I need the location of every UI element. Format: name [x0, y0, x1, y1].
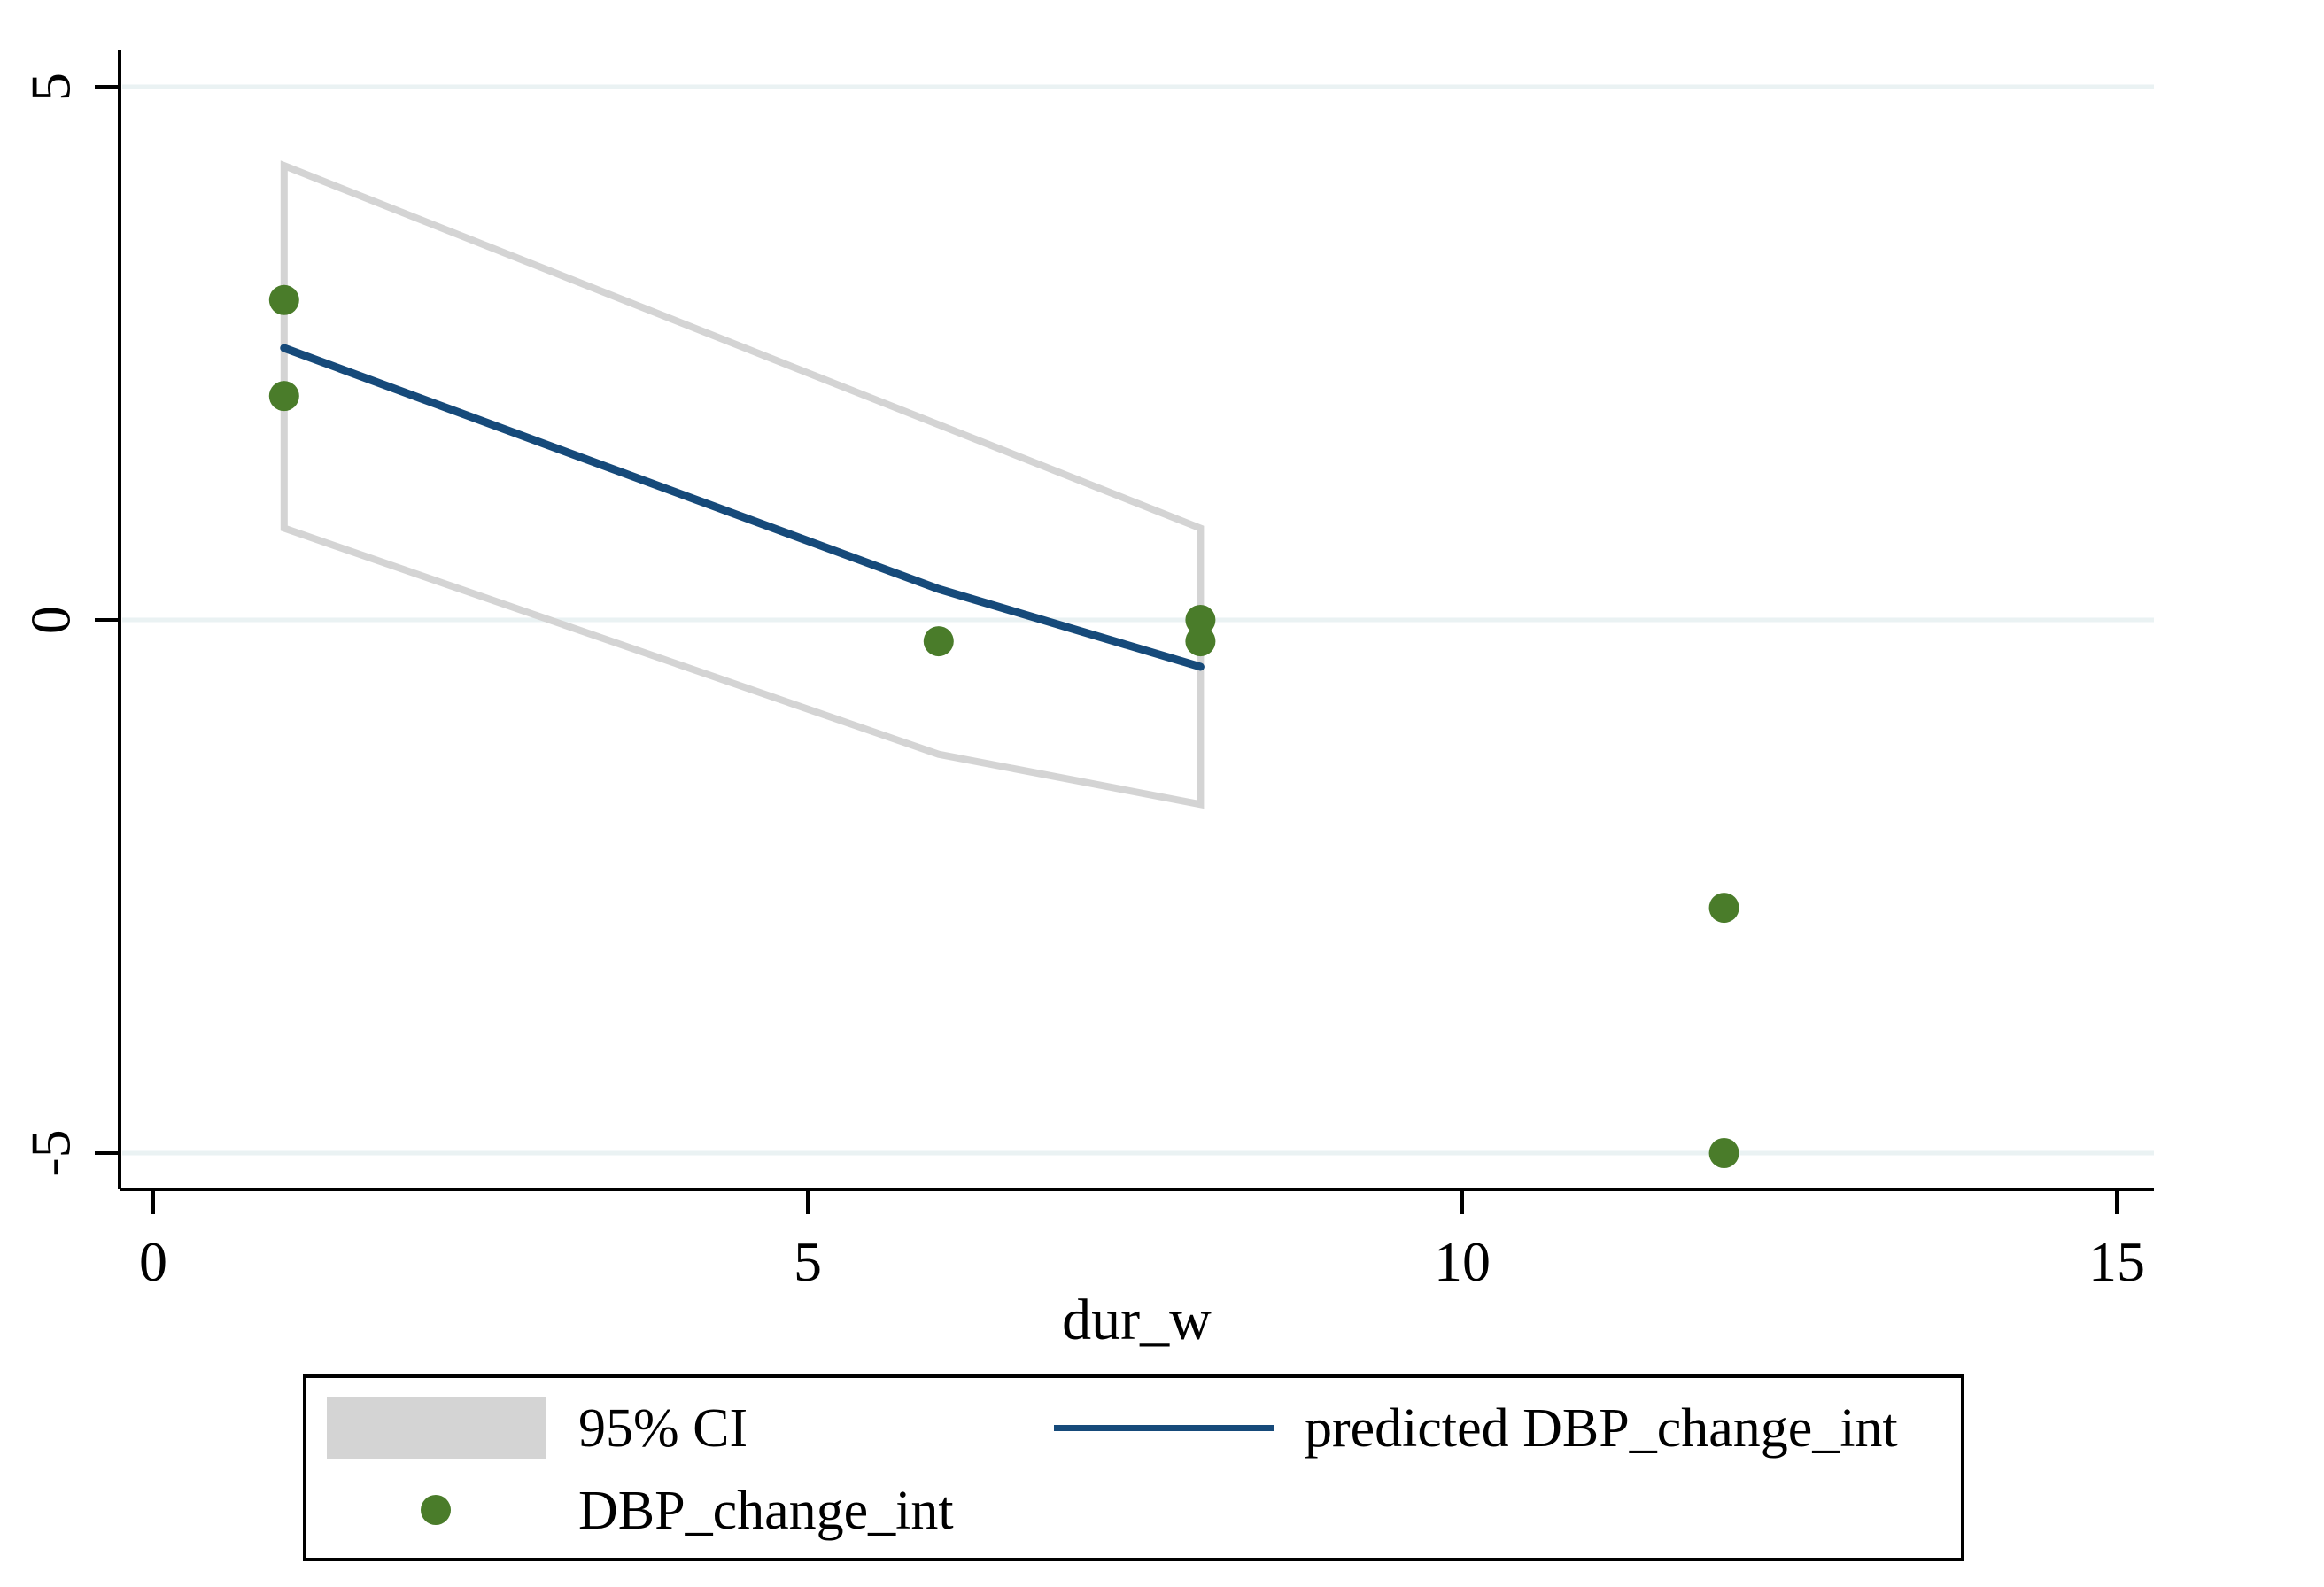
y-tick-label: 5 — [19, 73, 82, 101]
scatter-point — [268, 284, 299, 315]
x-tick-label: 10 — [1434, 1230, 1491, 1293]
scatter-point — [1185, 605, 1216, 635]
ci-band-outline — [280, 160, 1205, 809]
y-tick-label: 0 — [19, 606, 82, 634]
scatter-point — [1185, 626, 1216, 657]
x-tick-label: 0 — [139, 1230, 167, 1293]
scatter-point — [923, 626, 954, 657]
scatter-point — [268, 381, 299, 412]
x-tick-label: 5 — [794, 1230, 822, 1293]
y-tick-label: -5 — [19, 1129, 82, 1176]
predicted-line — [280, 344, 1205, 671]
x-axis-title: dur_w — [1062, 1288, 1212, 1352]
scatter-point — [1708, 1138, 1739, 1168]
legend-ci-swatch — [327, 1397, 546, 1459]
legend: 95% CI predicted DBP_change_int DBP_chan… — [303, 1374, 1964, 1561]
scatter-point — [1708, 893, 1739, 924]
legend-predicted-line-swatch — [1054, 1425, 1274, 1431]
legend-marker-swatch — [421, 1495, 451, 1525]
legend-label-predicted: predicted DBP_change_int — [1305, 1398, 1898, 1459]
legend-label-ci: 95% CI — [578, 1398, 748, 1459]
legend-label-observed: DBP_change_int — [578, 1481, 954, 1541]
x-tick-label: 15 — [2088, 1230, 2145, 1293]
